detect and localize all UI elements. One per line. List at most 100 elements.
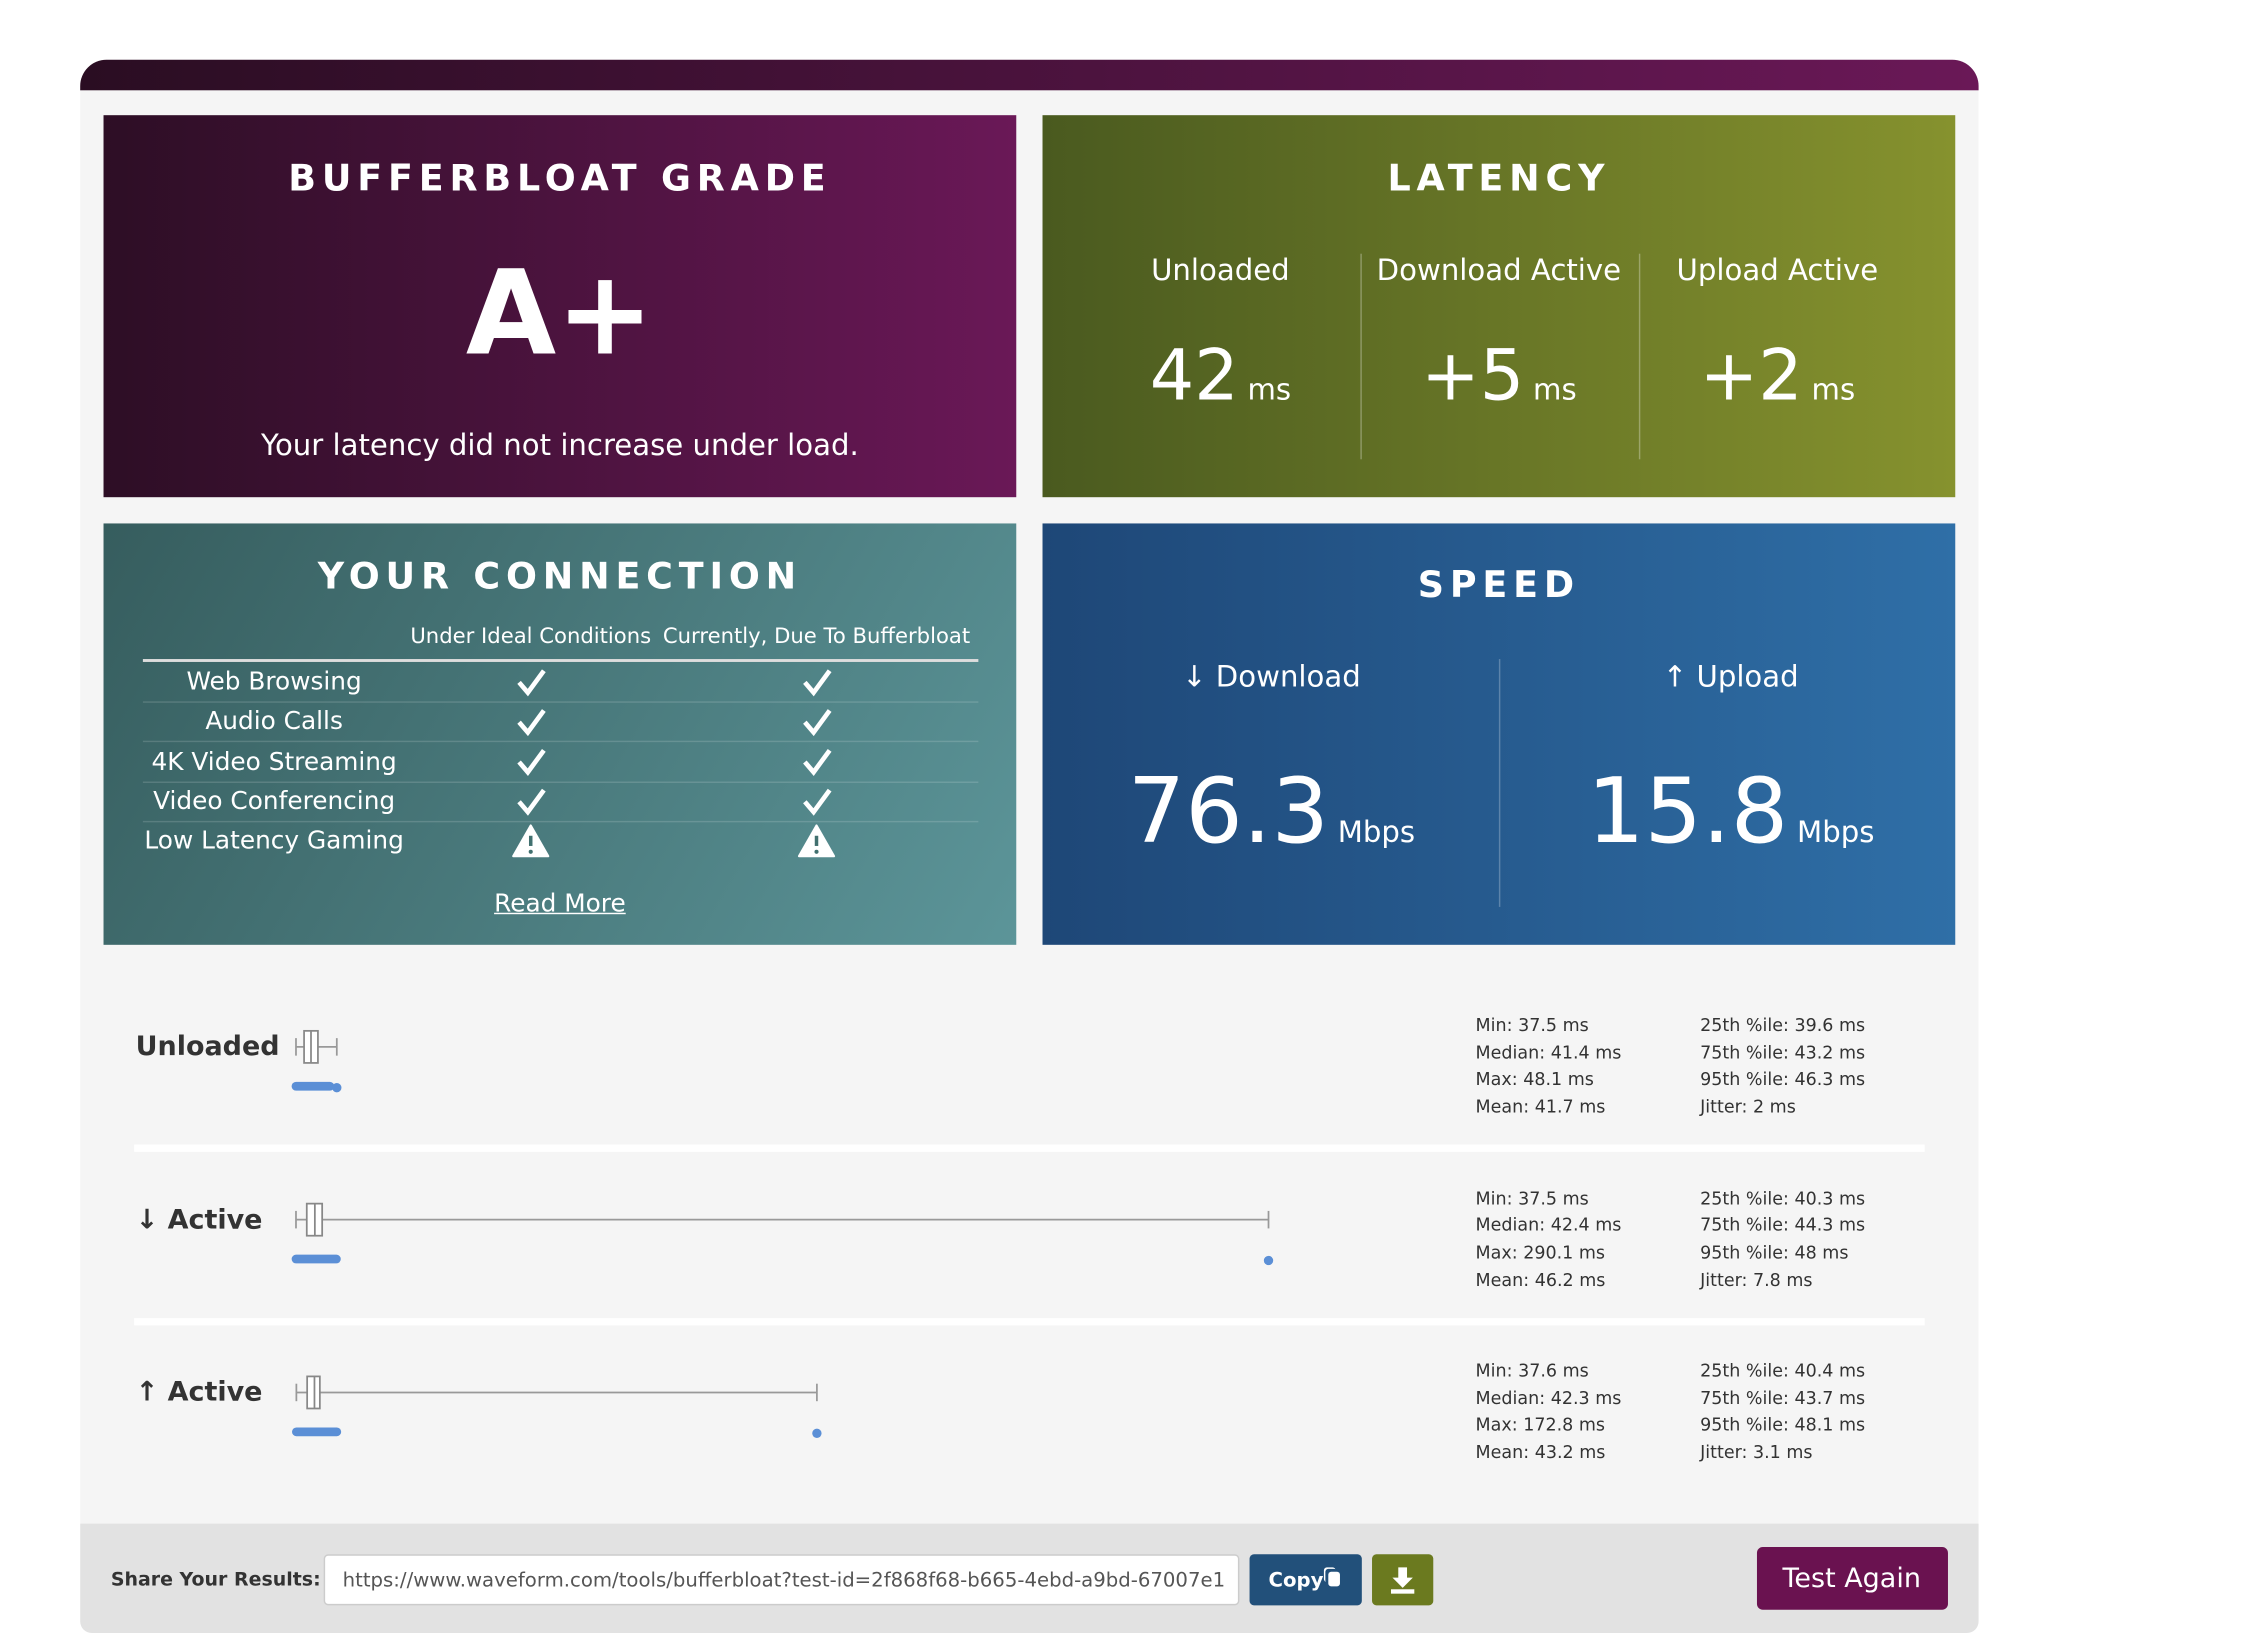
grade-note: Your latency did not increase under load… xyxy=(261,427,859,463)
stat-value: 37.6 ms xyxy=(1518,1360,1589,1381)
stat-value: 40.3 ms xyxy=(1794,1187,1866,1209)
stat-value: 172.8 ms xyxy=(1523,1414,1606,1436)
stat-name: Mean: xyxy=(1475,1442,1530,1463)
column-header: Under Ideal Conditions xyxy=(410,625,652,649)
stat-name: Min: xyxy=(1475,1187,1513,1209)
panel-title: SPEED xyxy=(1417,563,1580,606)
stat: 25th %ile: 40.3 ms xyxy=(1700,1188,1865,1208)
stat: Mean: 43.2 ms xyxy=(1476,1442,1606,1462)
stat: Jitter: 7.8 ms xyxy=(1700,1269,1812,1289)
stat: Max: 172.8 ms xyxy=(1476,1415,1605,1435)
row-label: 4K Video Streaming xyxy=(151,747,397,777)
column-label: Unloaded xyxy=(1151,252,1290,288)
url-field[interactable]: https://www.waveform.com/tools/bufferblo… xyxy=(323,1554,1240,1606)
panel-title: YOUR CONNECTION xyxy=(317,554,803,598)
check-icon xyxy=(803,788,832,816)
row-label: ↓ Active xyxy=(135,1204,263,1235)
stat-name: Min: xyxy=(1475,1360,1513,1381)
stat-name: Max: xyxy=(1475,1414,1518,1436)
row-rule xyxy=(142,780,979,783)
stat-value: 46.3 ms xyxy=(1794,1069,1866,1090)
stat-value: 48.1 ms xyxy=(1794,1414,1866,1436)
column-header: Currently, Due To Bufferbloat xyxy=(662,625,971,649)
grade: A+ xyxy=(465,245,654,382)
unit: ms xyxy=(1533,371,1577,407)
latency-value: +2 ms xyxy=(1700,335,1856,417)
stat-value: 42.4 ms xyxy=(1550,1214,1622,1236)
row-rule xyxy=(142,701,979,703)
number: +2 xyxy=(1699,335,1803,418)
header-rule xyxy=(142,659,979,662)
stat-name: 95th %ile: xyxy=(1700,1414,1789,1436)
max-sample xyxy=(812,1428,822,1438)
divider xyxy=(1360,253,1362,460)
number: +5 xyxy=(1421,335,1525,418)
stat-name: 95th %ile: xyxy=(1700,1242,1789,1263)
unit: Mbps xyxy=(1337,814,1416,850)
divider xyxy=(1498,659,1501,907)
check-icon xyxy=(803,748,832,776)
stat-value: 48 ms xyxy=(1794,1242,1849,1263)
stat-value: 42.3 ms xyxy=(1550,1387,1622,1409)
stat-value: 3.1 ms xyxy=(1752,1442,1813,1463)
stat-name: 95th %ile: xyxy=(1700,1069,1789,1090)
stat-name: Median: xyxy=(1475,1214,1546,1236)
download-button[interactable] xyxy=(1372,1554,1434,1606)
speed-value: 76.3 Mbps xyxy=(1128,757,1415,863)
stat-value: 43.2 ms xyxy=(1794,1042,1866,1063)
stat-name: 25th %ile: xyxy=(1700,1014,1789,1036)
row-label: Unloaded xyxy=(135,1031,280,1063)
grade-panel: BUFFERBLOAT GRADE A+ Your latency did not … xyxy=(103,115,1017,498)
column-label: ↑ Upload xyxy=(1662,659,1799,695)
stat: 75th %ile: 44.3 ms xyxy=(1700,1215,1865,1235)
divider xyxy=(1638,253,1641,460)
column-label: Download Active xyxy=(1376,252,1622,288)
share-bar: Share Your Results: https://www.waveform.… xyxy=(80,1523,1979,1634)
check-icon xyxy=(517,709,546,737)
unit: ms xyxy=(1811,371,1856,407)
column-label: ↓ Download xyxy=(1182,659,1361,695)
stat-name: Mean: xyxy=(1475,1096,1530,1118)
row-label: Web Browsing xyxy=(186,667,362,697)
stat: Median: 42.4 ms xyxy=(1476,1215,1622,1235)
max-sample xyxy=(332,1083,342,1093)
speed-value: 15.8 Mbps xyxy=(1587,757,1874,863)
stat-value: 7.8 ms xyxy=(1752,1269,1813,1290)
stat: Max: 290.1 ms xyxy=(1476,1242,1605,1262)
stat: Jitter: 2 ms xyxy=(1700,1097,1796,1117)
stat-name: Min: xyxy=(1475,1014,1513,1036)
stat-name: Median: xyxy=(1475,1387,1546,1409)
row-label: Video Conferencing xyxy=(153,787,396,817)
row-rule xyxy=(142,820,979,823)
stat: Median: 41.4 ms xyxy=(1476,1042,1622,1062)
stat: 25th %ile: 40.4 ms xyxy=(1700,1360,1865,1380)
copy-icon xyxy=(1328,1571,1340,1587)
latency-panel: LATENCY Unloaded 42 ms Download Active +5 ms Up… xyxy=(1042,115,1956,498)
download-icon xyxy=(1390,1567,1415,1594)
stat-name: Jitter: xyxy=(1700,1096,1748,1118)
stat-name: Jitter: xyxy=(1700,1442,1748,1463)
check-icon xyxy=(517,788,546,816)
stat-name: Median: xyxy=(1475,1042,1546,1063)
stat: 95th %ile: 48 ms xyxy=(1700,1242,1848,1262)
check-icon xyxy=(517,669,546,697)
column-label: Upload Active xyxy=(1676,252,1879,288)
button-text: Test Again xyxy=(1782,1563,1921,1595)
arrow xyxy=(1392,1567,1413,1588)
read-more-link[interactable]: Read More xyxy=(494,889,626,919)
stat-name: Max: xyxy=(1475,1242,1518,1263)
top-bar xyxy=(80,59,1979,91)
stat-name: 75th %ile: xyxy=(1700,1387,1789,1409)
box xyxy=(306,1375,321,1410)
stat-value: 290.1 ms xyxy=(1523,1242,1606,1263)
tray xyxy=(1390,1589,1415,1594)
row-label: Low Latency Gaming xyxy=(144,826,404,857)
stat: Median: 42.3 ms xyxy=(1476,1388,1622,1408)
test-again-button[interactable]: Test Again xyxy=(1756,1547,1948,1610)
warning-dot xyxy=(528,849,533,854)
unit: Mbps xyxy=(1797,814,1875,850)
stat-name: Jitter: xyxy=(1700,1269,1748,1290)
copy-button[interactable]: Copy xyxy=(1249,1554,1362,1606)
